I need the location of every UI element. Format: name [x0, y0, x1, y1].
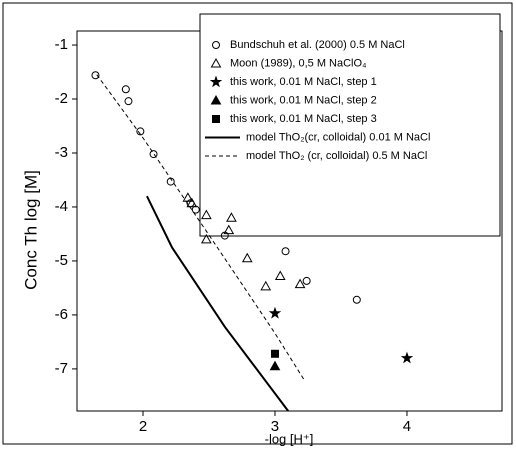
data-point [91, 71, 100, 80]
y-tick-label: -2 [55, 90, 68, 107]
data-point [226, 212, 237, 222]
data-point [400, 351, 414, 364]
legend-label: this work, 0.01 M NaCl, step 3 [230, 113, 377, 125]
y-tick-label: -1 [55, 36, 68, 53]
data-point [186, 197, 198, 208]
data-point [121, 85, 130, 94]
legend-marker [212, 115, 220, 123]
legend-label: Bundschuh et al. (2000) 0.5 M NaCl [230, 39, 405, 51]
legend-marker [209, 75, 223, 88]
y-tick-label: -6 [55, 306, 68, 323]
data-point [241, 252, 253, 263]
x-tick-label: 4 [403, 418, 411, 435]
x-tick-label: 3 [271, 418, 279, 435]
y-tick-label: -5 [55, 252, 68, 269]
data-point [269, 360, 281, 371]
model-line [146, 195, 289, 412]
frame [2, 2, 513, 445]
y-tick-label: -4 [55, 198, 68, 215]
data-point [268, 306, 282, 319]
legend-label: model ThO₂ (cr, colloidal) 0.5 M NaCl [246, 150, 427, 162]
data-point [200, 209, 212, 220]
legend-marker [210, 57, 222, 68]
model-line [96, 74, 305, 380]
y-axis-label: Conc Th log [M] [21, 170, 40, 290]
legend-label: this work, 0.01 M NaCl, step 2 [230, 94, 377, 106]
legend-label: model ThO₂(cr, colloidal) 0.01 M NaCl [246, 131, 430, 143]
data-point [182, 192, 194, 202]
data-point [191, 205, 200, 214]
data-point [281, 247, 290, 256]
y-tick-label: -3 [55, 144, 68, 161]
data-point [294, 278, 306, 289]
data-point [352, 295, 361, 304]
data-point [136, 127, 145, 136]
legend-marker [210, 94, 222, 105]
data-point [260, 280, 272, 291]
legend-label: this work, 0.01 M NaCl, step 1 [230, 76, 377, 88]
x-tick-label: 2 [139, 418, 147, 435]
data-point [149, 150, 158, 159]
legend-marker [212, 41, 220, 49]
data-point [200, 233, 212, 244]
y-tick-label: -7 [55, 360, 68, 377]
x-axis-label: -log [H⁺] [265, 431, 314, 446]
legend-box [199, 13, 501, 237]
data-point [302, 276, 311, 285]
data-point [274, 270, 286, 281]
data-point [223, 224, 235, 235]
data-point [124, 97, 133, 106]
data-point [270, 349, 279, 358]
legend-label: Moon (1989), 0,5 M NaClO₄ [230, 57, 367, 69]
